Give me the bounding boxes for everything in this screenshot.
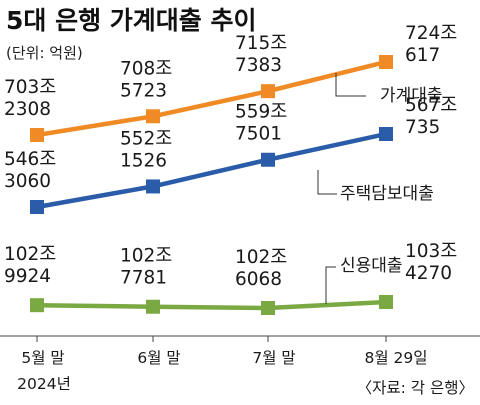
data-label: 724조 <box>405 23 457 44</box>
data-label: 7781 <box>120 268 167 289</box>
data-label: 2308 <box>4 99 51 120</box>
series-name-label: 신용대출 <box>340 256 403 276</box>
unit-note: (단위: 억원) <box>6 44 83 62</box>
data-label: 559조 <box>235 102 287 123</box>
data-label: 102조 <box>120 246 172 267</box>
data-point <box>30 200 44 214</box>
data-point <box>30 128 44 142</box>
data-label: 7383 <box>235 55 282 76</box>
data-label: 102조 <box>4 244 56 265</box>
data-point <box>379 127 393 141</box>
data-label: 703조 <box>4 77 56 98</box>
data-label: 6068 <box>235 269 282 290</box>
data-label: 567조 <box>405 95 457 116</box>
data-point <box>30 298 44 313</box>
data-label: 735 <box>405 117 440 138</box>
x-tick-label: 7월 말 <box>252 349 295 367</box>
data-label: 3060 <box>4 171 51 192</box>
callout-line <box>325 266 336 304</box>
data-label: 708조 <box>120 58 172 79</box>
x-tick-label: 8월 29일 <box>364 349 427 367</box>
series-line <box>36 59 387 138</box>
source-note: 〈자료: 각 은행〉 <box>357 379 474 397</box>
x-tick-label: 5월 말 <box>21 349 64 367</box>
series-line <box>36 299 387 311</box>
data-label: 103조 <box>405 241 457 262</box>
data-point <box>379 55 393 69</box>
chart-title: 5대 은행 가계대출 추이 <box>6 6 257 35</box>
series-name-label: 주택담보대출 <box>340 184 434 204</box>
data-point <box>146 109 160 124</box>
data-label: 5723 <box>120 80 167 101</box>
data-label: 9924 <box>4 266 51 287</box>
data-label: 715조 <box>235 33 287 54</box>
data-label: 4270 <box>405 263 452 284</box>
data-label: 7501 <box>235 124 282 145</box>
data-point <box>261 152 275 167</box>
data-label: 102조 <box>235 247 287 268</box>
x-tick-label: 6월 말 <box>137 349 180 367</box>
callout-line <box>335 73 366 97</box>
data-label: 1526 <box>120 150 167 171</box>
data-point <box>261 301 275 315</box>
series-line <box>36 131 387 210</box>
data-point <box>146 179 160 194</box>
data-label: 617 <box>405 45 440 66</box>
data-point <box>261 84 275 99</box>
data-point <box>146 299 160 314</box>
series-name-label: 가계대출 <box>380 86 443 106</box>
data-label: 546조 <box>4 149 56 170</box>
data-label: 552조 <box>120 128 172 149</box>
callout-line <box>317 170 337 195</box>
data-point <box>379 295 393 309</box>
x-tick-sublabel: 2024년 <box>17 375 71 393</box>
